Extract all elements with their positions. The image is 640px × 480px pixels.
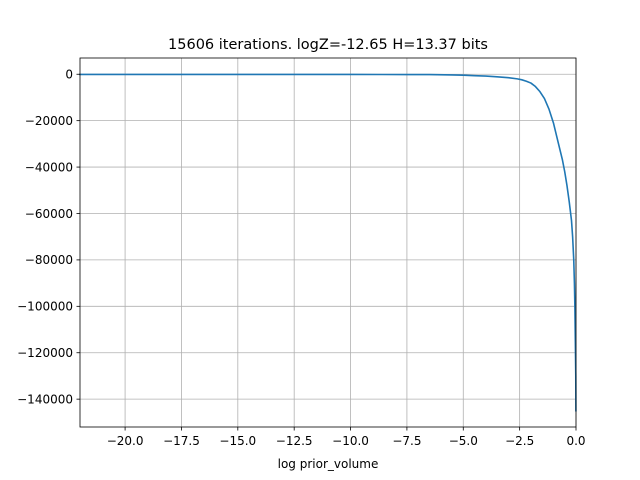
x-tick-label: −10.0 <box>332 434 369 448</box>
chart-title: 15606 iterations. logZ=-12.65 H=13.37 bi… <box>168 37 488 53</box>
plot-frame <box>79 57 577 428</box>
x-tick-label: −15.0 <box>219 434 256 448</box>
y-tick-label: 0 <box>65 68 73 82</box>
series-layer <box>79 73 577 412</box>
y-tick-label: −60000 <box>25 207 73 221</box>
x-tick-label: 0.0 <box>566 434 585 448</box>
y-tick-label: −140000 <box>17 392 73 406</box>
y-tick-label: −20000 <box>25 114 73 128</box>
series-line <box>79 73 577 412</box>
y-tick-label: −120000 <box>17 346 73 360</box>
x-tick-label: −12.5 <box>276 434 313 448</box>
x-tick-label: −5.0 <box>449 434 478 448</box>
x-tick-label: −7.5 <box>392 434 421 448</box>
x-axis-label: log prior_volume <box>278 457 379 471</box>
y-tick-label: −100000 <box>17 300 73 314</box>
y-tick-label: −80000 <box>25 253 73 267</box>
axis-ticks: −20.0 −17.5 −15.0 −12.5 −10.0 −7.5 −5.0 −2.5 0.0… <box>17 68 585 448</box>
y-tick-label: −40000 <box>25 160 73 174</box>
x-tick-label: −20.0 <box>107 434 144 448</box>
grid-lines <box>80 58 577 427</box>
x-tick-label: −17.5 <box>163 434 200 448</box>
x-tick-label: −2.5 <box>505 434 534 448</box>
